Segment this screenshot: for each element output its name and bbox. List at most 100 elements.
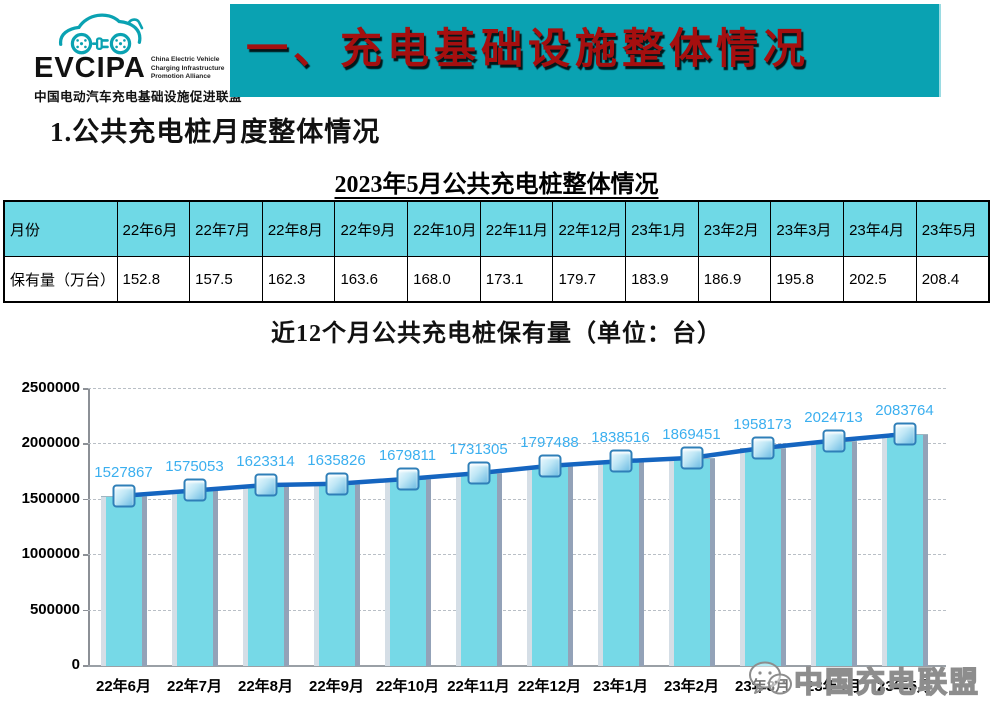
table-month-header: 22年12月	[552, 200, 627, 257]
table-month-value: 152.8	[116, 256, 191, 303]
chart-bar	[739, 448, 786, 666]
x-axis-label: 23年1月	[592, 678, 649, 695]
chart-y-tick	[83, 443, 88, 445]
banner: 一、充电基础设施整体情况	[230, 4, 941, 97]
chart-y-tick	[83, 609, 88, 612]
table-month-value: 179.7	[552, 256, 627, 303]
table-month-header: 22年6月	[116, 200, 191, 257]
bar-chart: 0 500000 1000000 1500000 2000000 2500000 22年6月…	[0, 374, 993, 707]
evcipa-logo: EVCIPA China Electric Vehicle Charging I…	[18, 2, 242, 106]
y-axis-label: 1500000	[21, 489, 80, 507]
table-month-value: 163.6	[334, 256, 409, 303]
line-marker	[325, 472, 348, 496]
bar-value-label: 1797488	[520, 433, 579, 451]
wechat-icon	[749, 661, 792, 695]
y-axis-label: 0	[71, 656, 80, 673]
watermark: 中国充电联盟	[746, 658, 980, 702]
bar-value-label: 2024713	[804, 408, 863, 426]
chart-y-tick	[83, 554, 88, 556]
chart-bar	[881, 434, 928, 666]
bar-value-label: 2083764	[875, 402, 934, 420]
table-month-header: 23年5月	[915, 200, 990, 257]
bar-value-label: 1838516	[591, 429, 650, 447]
x-axis-label: 23年2月	[663, 678, 720, 695]
bar-value-label: 1731305	[449, 441, 508, 459]
bar-value-label: 1635826	[307, 451, 366, 469]
table-month-header: 22年8月	[261, 200, 336, 257]
chart-bar	[810, 440, 857, 666]
table-month-value: 195.8	[770, 256, 845, 303]
table-row-label: 保有量（万台）	[3, 256, 118, 303]
line-marker	[609, 449, 632, 473]
bar-value-label: 1958173	[733, 416, 792, 434]
logo-subtitle-line: Charging Infrastructure	[150, 64, 225, 72]
chart-y-tick	[83, 388, 88, 390]
table-corner-header: 月份	[3, 200, 118, 257]
line-marker	[680, 446, 703, 470]
chart-bar	[455, 473, 502, 666]
chart-gridline	[88, 609, 946, 611]
bar-value-label: 1679811	[378, 446, 437, 464]
banner-title: 一、充电基础设施整体情况	[246, 27, 811, 73]
evcipa-car-icon	[59, 13, 144, 55]
table-title: 2023年5月公共充电桩整体情况	[334, 172, 659, 198]
logo-subtitle-line: China Electric Vehicle	[150, 56, 220, 64]
y-axis-label: 500000	[29, 600, 80, 618]
bar-value-label: 1623314	[236, 453, 295, 471]
x-axis-label: 23年4月	[805, 678, 862, 695]
table-month-value: 162.3	[261, 256, 336, 303]
chart-y-tick	[83, 498, 88, 501]
line-marker	[254, 473, 277, 497]
logo-acronym: EVCIPA	[34, 52, 146, 84]
table-month-value: 208.4	[915, 256, 990, 303]
table-month-header: 23年3月	[770, 200, 845, 257]
chart-bar	[313, 483, 360, 666]
chart-bar	[171, 490, 218, 666]
table-month-header: 23年1月	[625, 200, 699, 257]
section-heading: 1.公共充电桩月度整体情况	[50, 117, 381, 147]
line-marker	[538, 454, 561, 478]
chart-x-axis	[88, 665, 946, 667]
table-month-value: 186.9	[697, 256, 772, 303]
x-axis-label: 22年7月	[166, 678, 223, 695]
line-marker	[822, 429, 845, 453]
line-marker	[467, 461, 490, 485]
y-axis-label: 1000000	[21, 545, 80, 563]
x-axis-label: 22年11月	[447, 678, 510, 695]
table-month-header: 23年2月	[697, 200, 772, 257]
line-marker	[112, 484, 135, 508]
logo-chinese-name: 中国电动汽车充电基础设施促进联盟	[34, 90, 242, 104]
x-axis-label: 22年12月	[517, 678, 582, 695]
table-month-value: 202.5	[843, 256, 917, 303]
table-value-row: 保有量（万台） 152.8 157.5 162.3 163.6 168.0 173.1 17…	[3, 256, 990, 303]
bar-value-label: 1869451	[662, 425, 721, 443]
y-axis-label: 2500000	[21, 379, 80, 396]
chart-y-axis	[88, 388, 90, 665]
x-axis-label: 22年10月	[375, 678, 440, 695]
x-axis-label: 22年9月	[308, 678, 365, 695]
x-axis-label: 23年5月	[876, 678, 933, 695]
logo-subtitle-line: Promotion Alliance	[150, 72, 211, 80]
watermark-text: 中国充电联盟	[793, 666, 981, 699]
x-axis-label: 22年6月	[95, 678, 152, 695]
table-month-header: 22年9月	[334, 200, 409, 257]
chart-gridline	[88, 443, 946, 445]
chart-bar	[526, 465, 573, 666]
line-marker	[396, 467, 419, 491]
logo-subtitle: China Electric Vehicle Charging Infrastr…	[151, 56, 225, 83]
chart-bar	[242, 485, 289, 666]
x-axis-label: 22年8月	[237, 678, 294, 695]
trend-line	[123, 431, 905, 498]
chart-bar	[597, 461, 644, 666]
table-month-value: 157.5	[189, 256, 263, 303]
table-month-header: 22年11月	[479, 200, 554, 257]
table-month-value: 183.9	[625, 256, 699, 303]
table-month-value: 168.0	[407, 256, 481, 303]
chart-bar	[100, 495, 147, 666]
monthly-holdings-table: 月份 22年6月 22年7月 22年8月 22年9月 22年10月 22年11月 22年12…	[3, 200, 990, 303]
chart-title: 近12个月公共充电桩保有量（单位：台）	[271, 321, 722, 347]
chart-gridline	[88, 554, 946, 556]
table-month-header: 22年7月	[189, 200, 263, 257]
table-month-value: 173.1	[479, 256, 554, 303]
